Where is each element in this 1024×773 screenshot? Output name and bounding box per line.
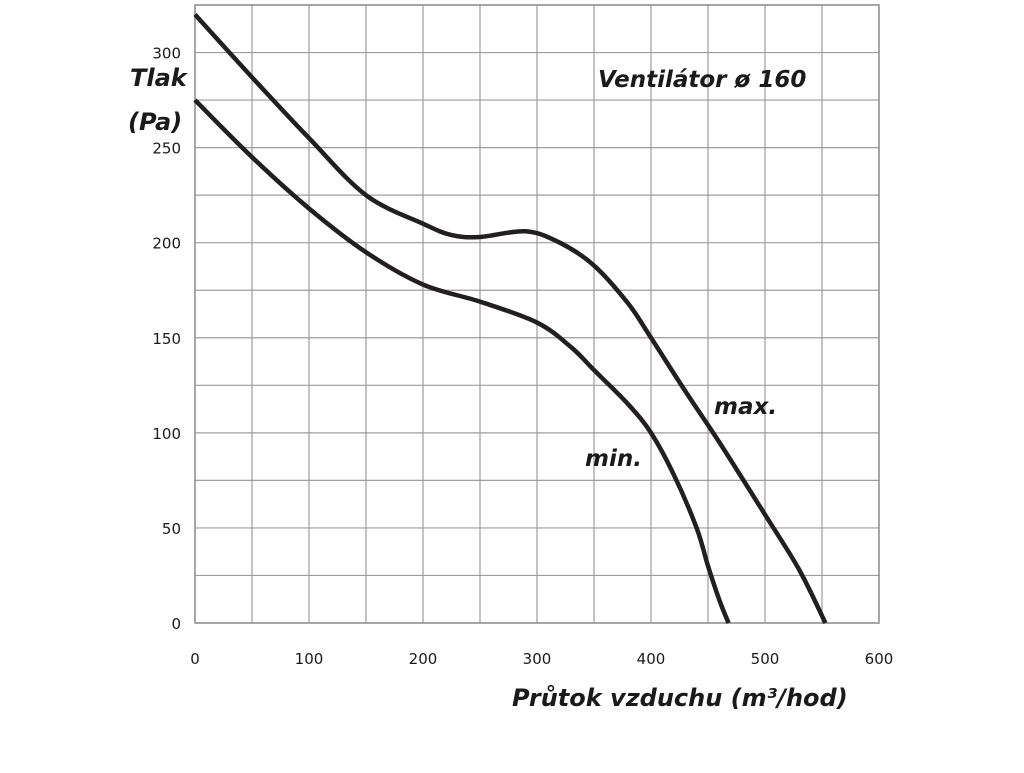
x-tick-label: 600 — [865, 650, 894, 668]
y-tick-label: 150 — [152, 330, 181, 348]
chart-title: Ventilátor ø 160 — [598, 67, 806, 93]
curve-layer — [193, 12, 828, 624]
grid-layer — [194, 4, 880, 624]
series-line-min — [193, 98, 731, 624]
x-tick-label: 200 — [409, 650, 438, 668]
y-tick-label: 300 — [152, 45, 181, 63]
x-tick-label: 300 — [523, 650, 552, 668]
y-tick-label: 100 — [152, 425, 181, 443]
x-tick-label: 400 — [637, 650, 666, 668]
x-tick-label: 500 — [751, 650, 780, 668]
series-label-min: min. — [585, 446, 642, 472]
y-tick-label: 50 — [162, 520, 181, 538]
y-tick-label: 200 — [152, 235, 181, 253]
y-tick-label: 0 — [171, 615, 181, 633]
y-axis-label-line-1: Tlak — [130, 64, 189, 92]
axis-layer: 0 100 200 300 400 500 600 0 50 100 150 200 250 300 — [152, 45, 893, 668]
y-tick-label: 250 — [152, 140, 181, 158]
x-tick-label: 0 — [190, 650, 200, 668]
x-axis-label: Průtok vzduchu (m³/hod) — [512, 684, 848, 712]
plot-frame — [194, 4, 880, 624]
y-axis-label-line-2: (Pa) — [128, 108, 182, 136]
x-tick-label: 100 — [295, 650, 324, 668]
series-line-max — [193, 12, 828, 624]
series-label-max: max. — [714, 394, 777, 420]
